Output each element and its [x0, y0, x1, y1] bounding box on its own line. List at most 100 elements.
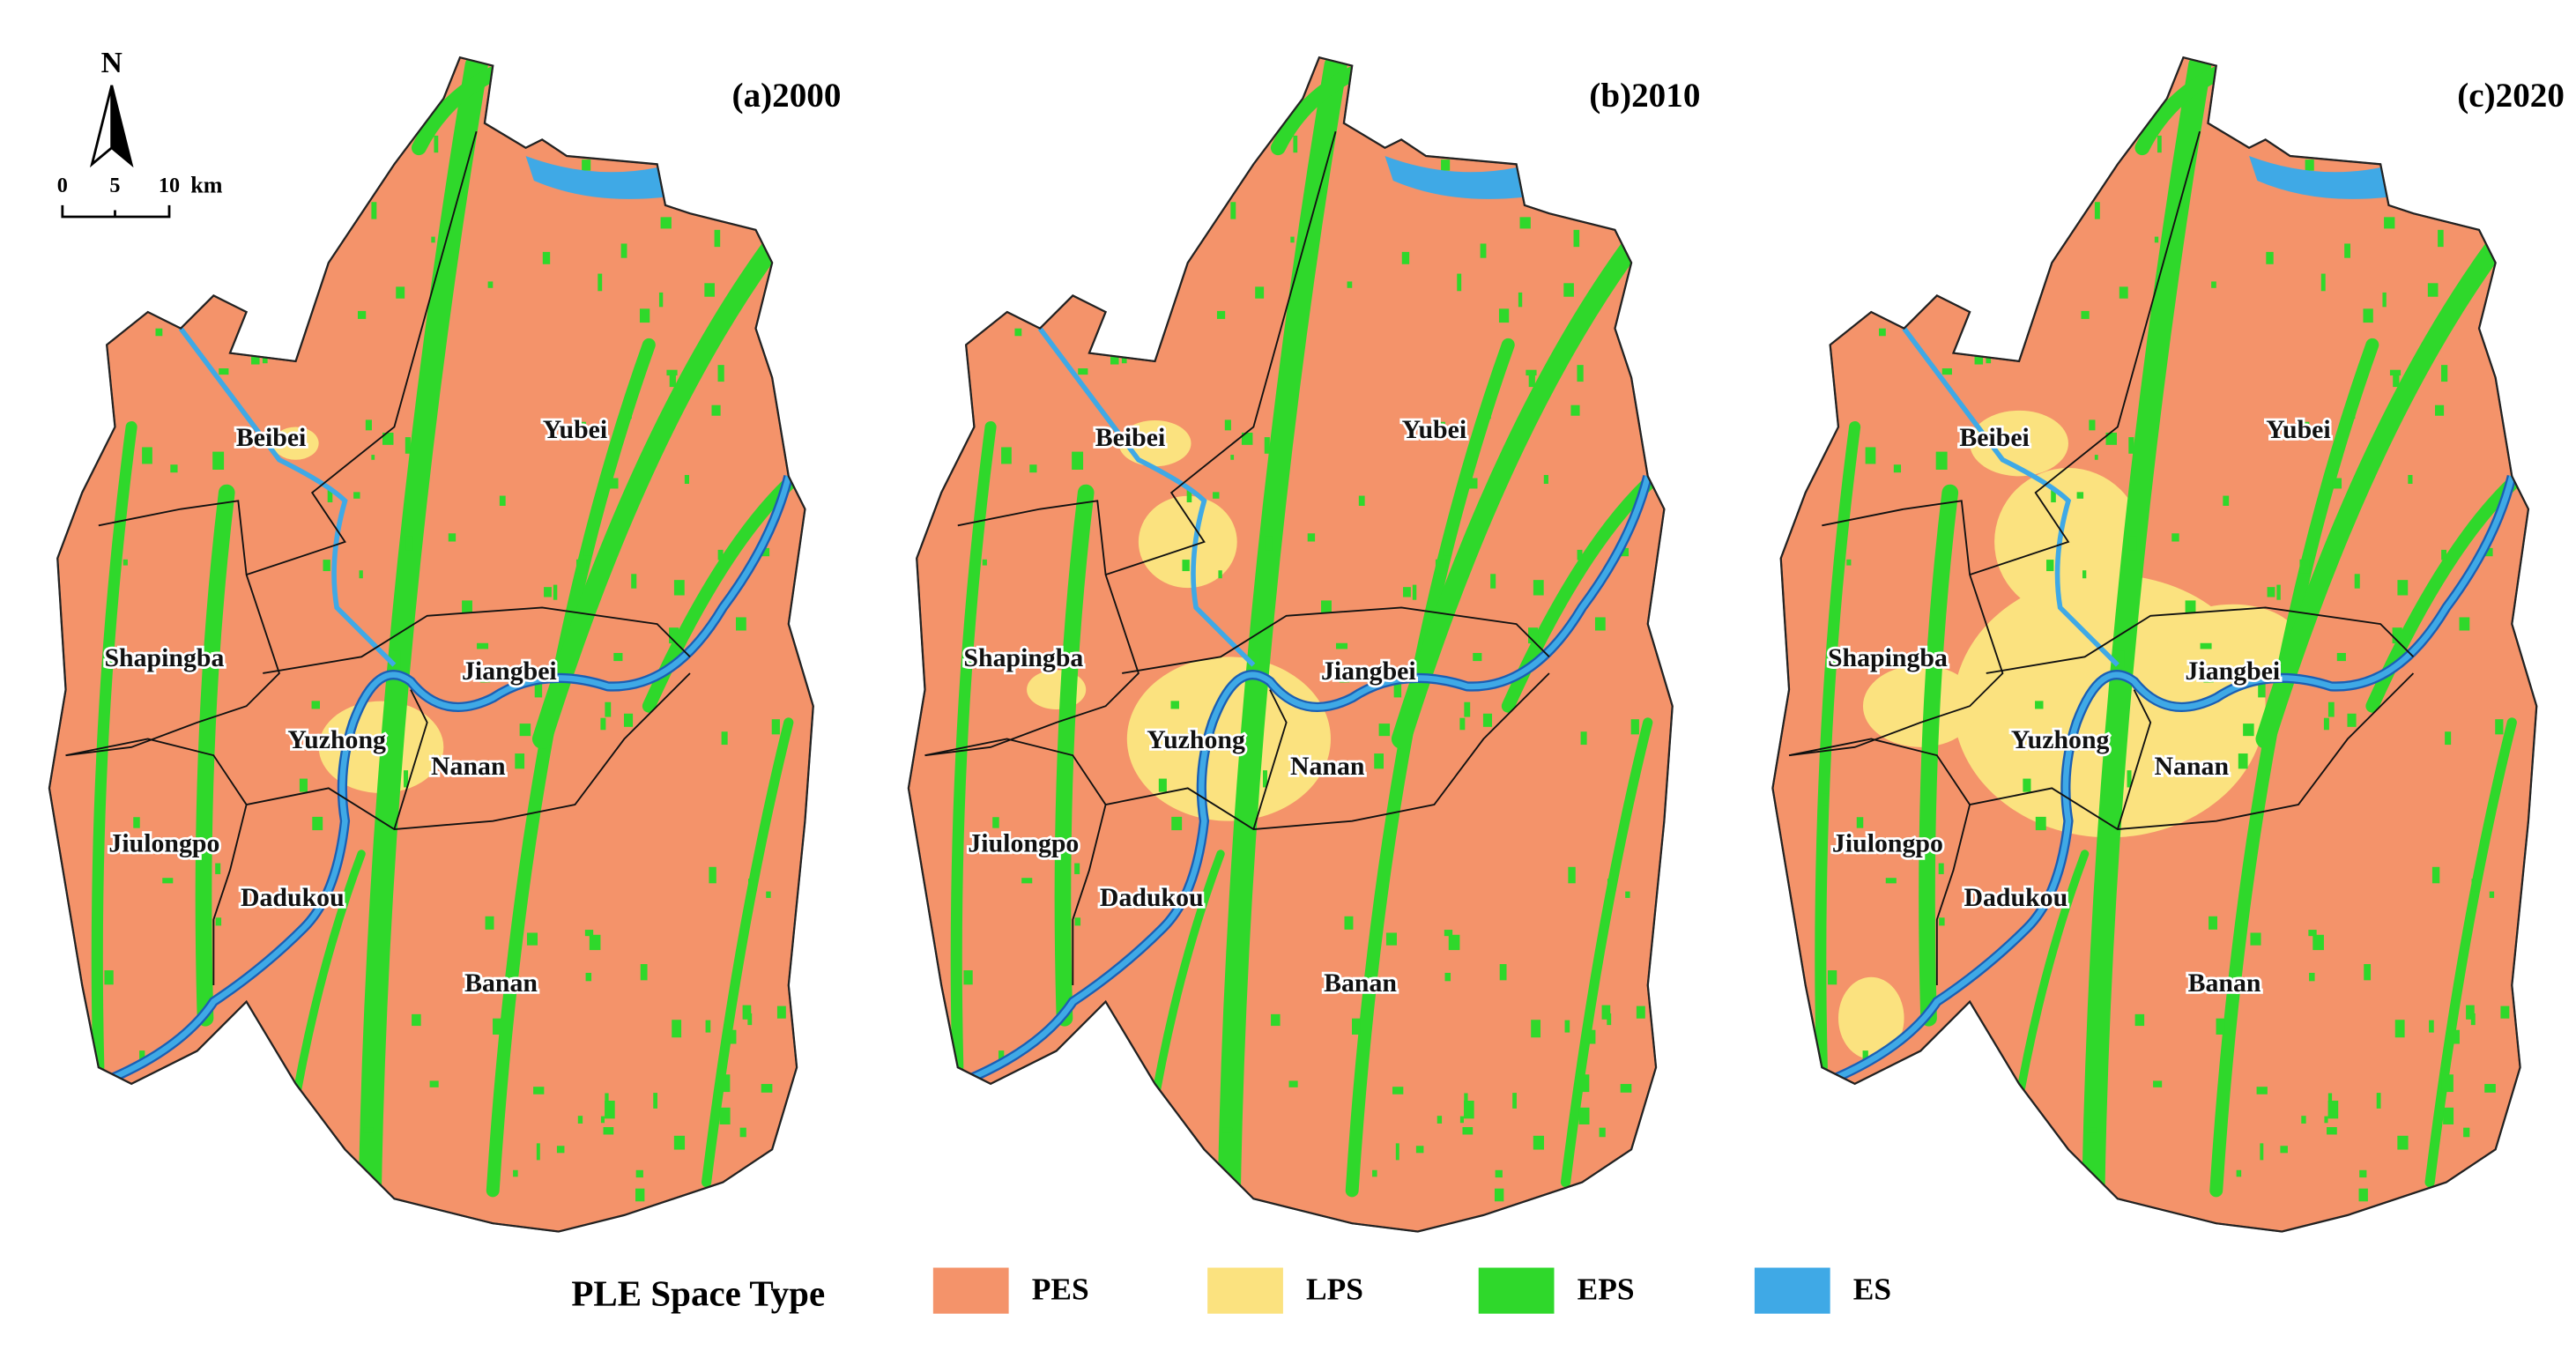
eps-patch [1293, 135, 1298, 153]
eps-patch [215, 917, 222, 926]
district-label: Dadukou [241, 883, 345, 912]
eps-patch [1017, 157, 1021, 174]
eps-patch [2332, 478, 2342, 489]
eps-patch [2305, 160, 2314, 171]
eps-patch [2053, 188, 2060, 205]
eps-patch [1630, 719, 1639, 735]
river [956, 475, 1651, 1087]
eps-patch [544, 587, 552, 597]
eps-patch [2483, 547, 2493, 557]
eps-patch [97, 360, 102, 367]
eps-patch [2354, 574, 2360, 589]
eps-patch [556, 1146, 565, 1154]
eps-patch [2153, 1080, 2163, 1087]
legend-swatch [1754, 1267, 1830, 1314]
eps-patch [1639, 427, 1652, 434]
eps-patch [800, 577, 810, 593]
eps-patch [2336, 652, 2346, 662]
eps-patch [2171, 533, 2179, 542]
eps-patch [1435, 559, 1446, 574]
eps-patch [133, 817, 140, 828]
eps-patch [1876, 652, 1881, 671]
eps-patch [2523, 331, 2533, 342]
eps-patch [65, 1141, 72, 1150]
eps-patch [1526, 369, 1537, 376]
eps-patch [2500, 1006, 2510, 1019]
eps-patch [405, 536, 413, 551]
eps-patch [956, 360, 961, 367]
district-label: Jiangbei [2186, 657, 2281, 686]
eps-patch [1216, 310, 1226, 319]
district-label: Dadukou [1100, 883, 1204, 912]
district-label: Jiulongpo [108, 828, 219, 857]
eps-patch [1856, 817, 1864, 828]
eps-patch [2327, 1127, 2337, 1135]
eps-patch [1014, 328, 1022, 337]
eps-patch [2243, 724, 2254, 737]
eps-ridge [1919, 484, 1959, 1027]
north-label: N [101, 47, 122, 79]
eps-patch [90, 293, 100, 309]
eps-patch [1374, 753, 1385, 769]
eps-patch [2384, 217, 2395, 229]
eps-patch [609, 478, 619, 489]
eps-patch [2280, 1146, 2288, 1154]
eps-patch [2308, 930, 2317, 937]
eps-patch [534, 683, 543, 698]
eps-patch [982, 559, 987, 566]
panel-title: (b)2010 [1589, 77, 1700, 115]
lps-area [272, 427, 319, 460]
eps-patch [2267, 587, 2275, 597]
eps-patch [1533, 1135, 1545, 1150]
eps-ridge [1815, 420, 1861, 1073]
eps-patch [2300, 421, 2310, 432]
eps-ridge [531, 236, 783, 749]
legend-label: PES [1032, 1272, 1089, 1307]
legend-label: EPS [1578, 1272, 1635, 1307]
eps-patch [635, 1188, 645, 1202]
eps-patch [2312, 934, 2324, 951]
eps-patch [359, 570, 363, 579]
eps-ridge [950, 420, 997, 1073]
district-boundary [924, 500, 1140, 757]
eps-patch [2343, 128, 2350, 140]
eps-patch [1464, 1101, 1474, 1119]
eps-patch [1158, 778, 1167, 792]
eps-patch [2489, 891, 2495, 898]
eps-patch [2046, 560, 2054, 572]
eps-patch [1443, 538, 1451, 556]
district-label: Nanan [2155, 752, 2230, 781]
eps-patch [1021, 878, 1033, 884]
eps-patch [1813, 293, 1823, 309]
eps-patch [2306, 538, 2316, 556]
eps-patch [1459, 1116, 1464, 1124]
eps-patch [1290, 236, 1295, 243]
lps-area [1138, 495, 1237, 589]
eps-patch [487, 281, 494, 288]
eps-patch [1865, 447, 1876, 464]
eps-patch [404, 770, 409, 788]
eps-patch [984, 220, 989, 226]
eps-patch [717, 549, 724, 560]
eps-patch [2504, 427, 2516, 434]
eps-patch [2397, 1135, 2409, 1150]
eps-patch [704, 283, 715, 297]
eps-patch [529, 116, 539, 130]
eps-patch [1436, 1116, 1443, 1124]
eps-patch [660, 217, 672, 229]
eps-patch [2364, 964, 2372, 981]
district-label: Yubei [543, 415, 607, 444]
eps-patch [2358, 1188, 2368, 1202]
eps-patch [924, 1141, 931, 1150]
eps-patch [992, 817, 999, 828]
eps-patch [1577, 365, 1584, 382]
eps-patch [1827, 970, 1837, 985]
eps-patch [215, 863, 221, 874]
eps-patch [1518, 292, 1523, 308]
eps-patch [802, 347, 811, 355]
eps-patch [628, 410, 632, 419]
eps-patch [533, 1087, 545, 1095]
eps-patch [1601, 1005, 1611, 1020]
eps-patch [2434, 404, 2445, 416]
